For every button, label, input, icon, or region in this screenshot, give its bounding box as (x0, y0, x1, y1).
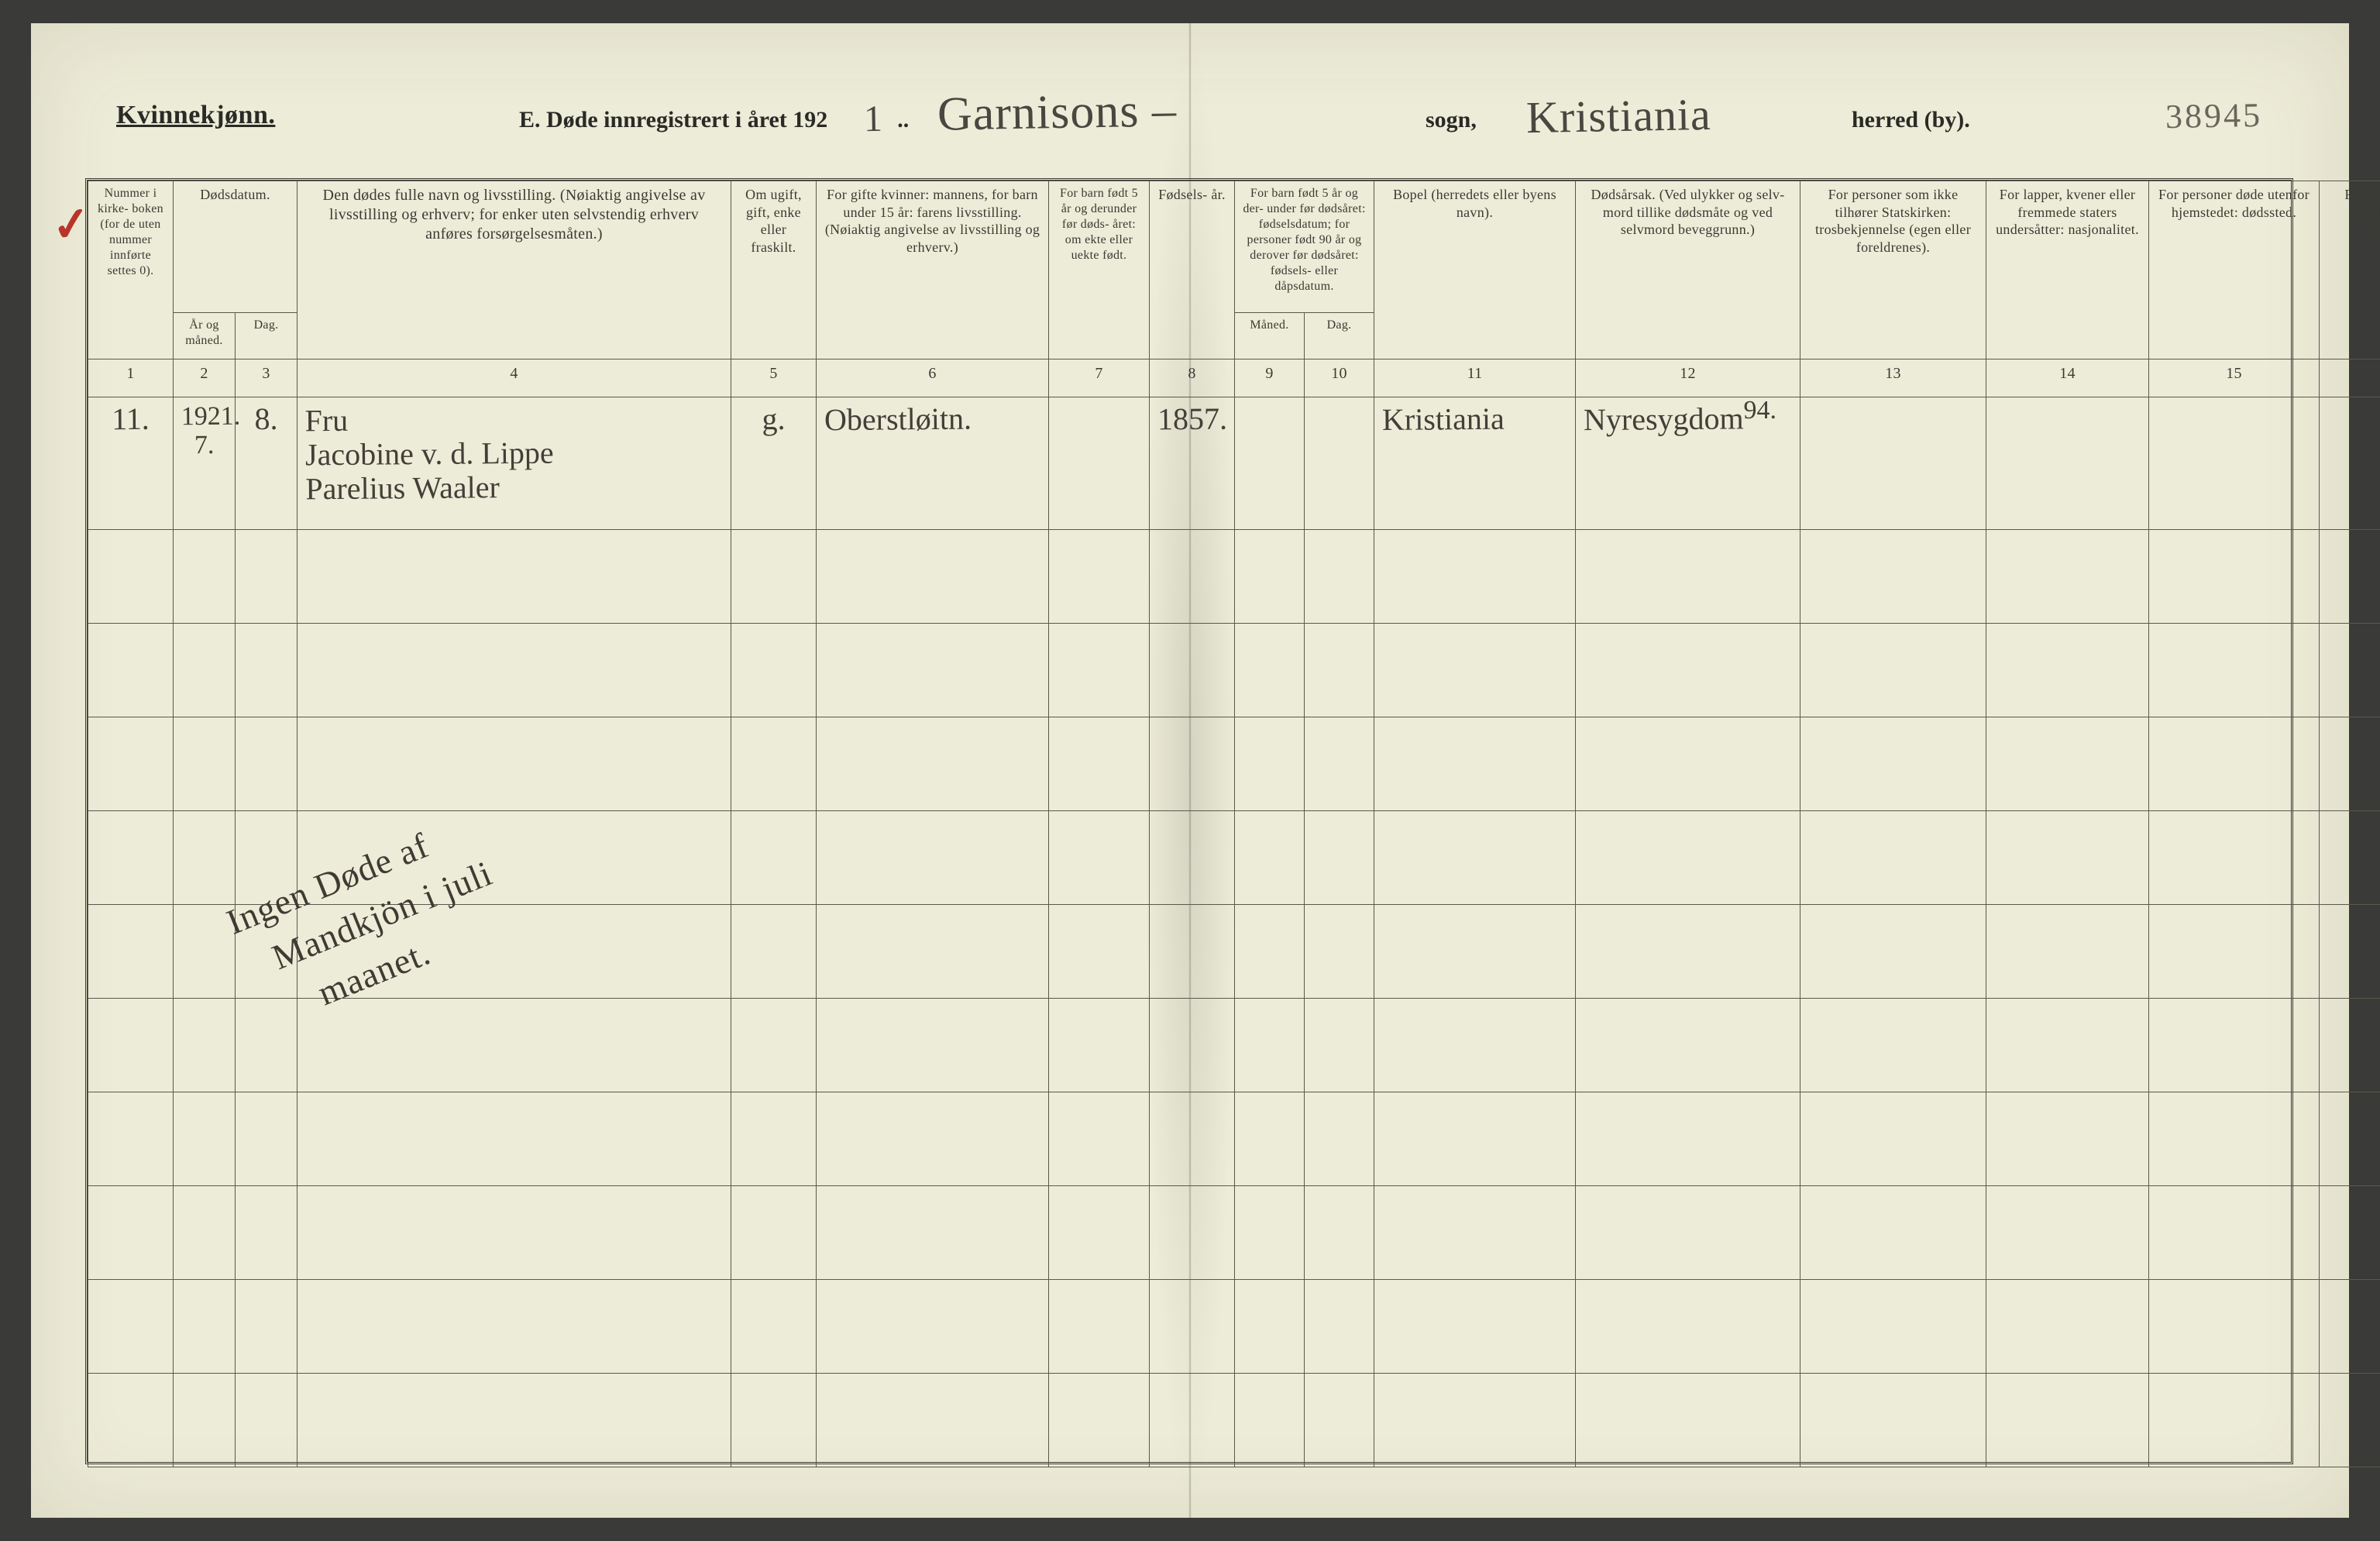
entry-year-month: 1921. 7. (174, 397, 236, 465)
table-header: Nummer i kirke- boken (for de uten numme… (88, 181, 2380, 397)
col-header: For lapper, kvener eller fremmede stater… (1986, 181, 2149, 359)
col-number: 1 (88, 359, 174, 397)
col-header: Fødsels- år. (1150, 181, 1235, 359)
col-number: 13 (1800, 359, 1986, 397)
empty-row (88, 999, 2380, 1092)
col-number: 11 (1374, 359, 1576, 397)
col-number: 5 (731, 359, 817, 397)
cell-legit (1049, 397, 1150, 530)
cell-day: 8. (236, 397, 298, 530)
cell-status: g. (731, 397, 817, 530)
sogn-label: sogn, (1426, 107, 1477, 133)
entry-residence: Kristiania (1374, 397, 1575, 442)
col-number: 3 (236, 359, 298, 397)
col-number: 16 (2320, 359, 2380, 397)
title-prefix: E. Døde innregistrert i året 192 (519, 107, 827, 132)
cell-birthyear: 1857. (1150, 397, 1235, 530)
cell-spouse: Oberstløitn. (817, 397, 1049, 530)
handwritten-year: 1 (864, 98, 883, 140)
col-header: For barn født 5 år og der- under før død… (1235, 181, 1374, 313)
entry-day: 8. (236, 397, 297, 442)
empty-row (88, 1092, 2380, 1186)
title-printed-year: E. Døde innregistrert i året 192.. (519, 107, 909, 133)
col-number: 10 (1305, 359, 1374, 397)
handwritten-herred: Kristiania (1525, 88, 1711, 143)
cell-16 (2320, 397, 2380, 530)
col-number: 6 (817, 359, 1049, 397)
col-number: 8 (1150, 359, 1235, 397)
empty-row (88, 1374, 2380, 1467)
gender-label: Kvinnekjønn. (116, 101, 275, 130)
empty-row (88, 624, 2380, 717)
cell-residence: Kristiania (1374, 397, 1576, 530)
col-subheader: Dag. (1305, 313, 1374, 359)
cell-num: 11. (88, 397, 174, 530)
col-header: For gifte kvinner: mannens, for barn und… (817, 181, 1049, 359)
title-suffix: .. (897, 107, 909, 132)
col-number: 14 (1986, 359, 2149, 397)
cell-13 (1800, 397, 1986, 530)
entry-status: g. (731, 397, 816, 442)
ledger-page: Kvinnekjønn. E. Døde innregistrert i åre… (31, 23, 2349, 1518)
empty-row (88, 717, 2380, 811)
page-number: 38945 (2165, 95, 2263, 136)
col-header: Dødsdatum. (174, 181, 298, 313)
col-header: Om ugift, gift, enke eller fraskilt. (731, 181, 817, 359)
entry-spouse: Oberstløitn. (817, 397, 1048, 442)
col-number: 9 (1235, 359, 1305, 397)
col-subheader: År og måned. (174, 313, 236, 359)
col-number: 7 (1049, 359, 1150, 397)
herred-label: herred (by). (1852, 107, 1970, 133)
cell-year-month: 1921. 7. (174, 397, 236, 530)
entry-name: Fru Jacobine v. d. Lippe Parelius Waaler (297, 396, 731, 511)
col-header: For personer begravet utenfor hjemstedet… (2320, 181, 2380, 359)
col-header: Bopel (herredets eller byens navn). (1374, 181, 1576, 359)
empty-row (88, 1280, 2380, 1374)
col-header: Dødsårsak. (Ved ulykker og selv- mord ti… (1576, 181, 1800, 359)
col-number: 12 (1576, 359, 1800, 397)
entry-number: 11. (88, 397, 173, 442)
empty-row (88, 1186, 2380, 1280)
entry-birth-year: 1857. (1150, 397, 1234, 442)
col-header: For personer døde utenfor hjemstedet: dø… (2149, 181, 2320, 359)
col-header: For barn født 5 år og derunder før døds-… (1049, 181, 1150, 359)
col-number: 15 (2149, 359, 2320, 397)
ledger-table-frame: ✓ Nummer i kirke- boken (for de uten num… (85, 178, 2293, 1464)
col-number: 4 (298, 359, 731, 397)
cell-birth-day (1305, 397, 1374, 530)
red-tick-icon: ✓ (49, 196, 93, 254)
cell-name: Fru Jacobine v. d. Lippe Parelius Waaler (298, 397, 731, 530)
cell-14 (1986, 397, 2149, 530)
col-number: 2 (174, 359, 236, 397)
entry-row: 11. 1921. 7. 8. Fru Jacobine v. d. Lippe… (88, 397, 2380, 530)
col-subheader: Dag. (236, 313, 298, 359)
empty-row (88, 530, 2380, 624)
col-header: Den dødes fulle navn og livsstilling. (N… (298, 181, 731, 359)
entry-cause: Nyresygdom (1576, 397, 1800, 442)
col-header: For personer som ikke tilhører Statskirk… (1800, 181, 1986, 359)
cell-birth-month (1235, 397, 1305, 530)
cell-15 (2149, 397, 2320, 530)
col-header: Nummer i kirke- boken (for de uten numme… (88, 181, 174, 359)
title-row: Kvinnekjønn. E. Døde innregistrert i åre… (85, 101, 2293, 155)
col-subheader: Måned. (1235, 313, 1305, 359)
handwritten-sogn: Garnisons – (937, 83, 1177, 142)
cell-cause: 94. Nyresygdom (1576, 397, 1800, 530)
